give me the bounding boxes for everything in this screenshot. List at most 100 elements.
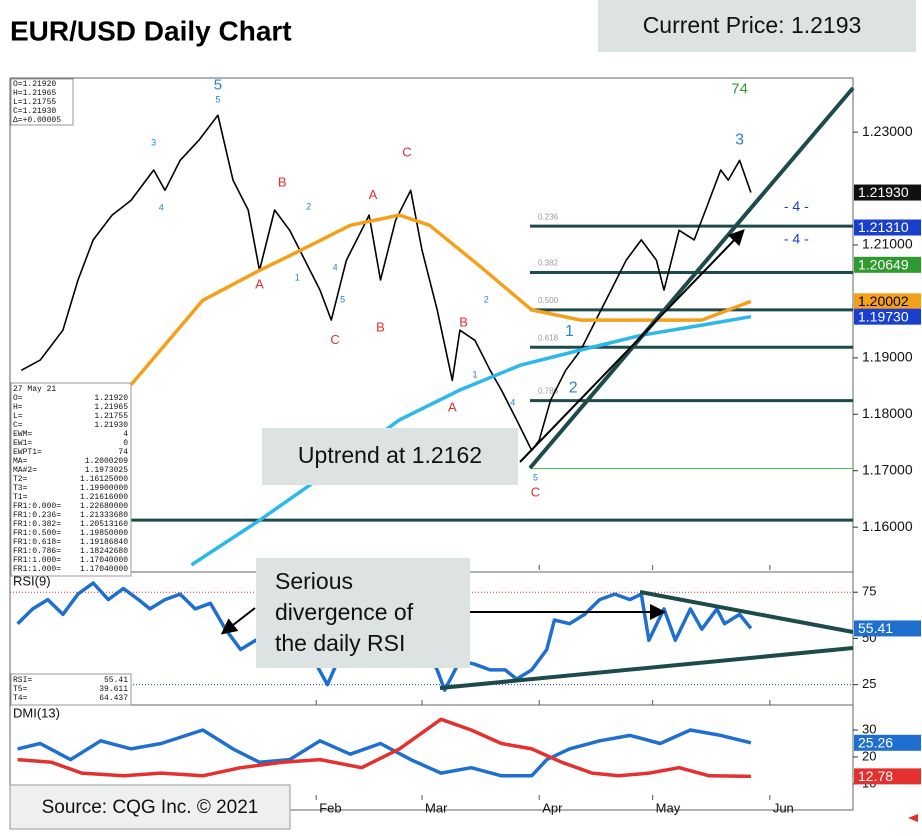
info-value: 74 <box>118 448 128 457</box>
wave-label: 2 <box>306 202 311 212</box>
wave-label: 1 <box>295 273 300 283</box>
wave-label: 4 <box>333 263 338 273</box>
rsi-trend-upper <box>639 590 854 634</box>
series-line <box>129 213 752 387</box>
wave-label: 3 <box>735 131 744 148</box>
y-tick-label: 1.18000 <box>862 405 913 421</box>
source-box <box>9 784 291 830</box>
wave-label: B <box>278 174 287 189</box>
x-tick-label: Jun <box>773 800 794 815</box>
info-value: 1.21965 <box>94 403 128 412</box>
info-value: 4 <box>123 430 128 439</box>
fib-label: 0.382 <box>538 259 559 268</box>
wave-label: 1 <box>472 370 477 380</box>
callout-box <box>262 428 518 485</box>
wave-label: 5 <box>215 94 220 104</box>
wave-label: A <box>448 400 457 415</box>
wave-label: 5 <box>533 472 538 482</box>
y-tick-label: 1.16000 <box>862 518 913 534</box>
series-line <box>17 717 751 779</box>
wave-label: 4 <box>159 203 164 213</box>
y-tick-label: 30 <box>862 721 876 736</box>
wave-label: C <box>330 332 339 347</box>
price-tag-label: 1.21930 <box>858 184 909 200</box>
price-tag <box>854 734 921 751</box>
y-tick-label: 1.23000 <box>862 123 913 139</box>
wave-label: B <box>376 319 385 334</box>
info-line: H=1.21965 <box>13 89 56 98</box>
wave-label: 2 <box>484 295 489 305</box>
info-key: FR1:0.236= <box>13 511 61 520</box>
arrow <box>519 229 745 463</box>
price-tag-label: 1.19730 <box>858 308 909 324</box>
wave-label: C <box>531 485 540 500</box>
current-price: Current Price: 1.2193 <box>643 12 862 38</box>
info-key: FR1:0.382= <box>13 520 61 529</box>
wave-label: C <box>402 144 411 159</box>
callout: divergence of <box>275 599 414 625</box>
info-key: FR1:0.618= <box>13 538 61 547</box>
wave-label: A <box>255 277 264 292</box>
info-panel <box>10 673 132 706</box>
info-key: O= <box>13 394 23 403</box>
callout: the daily RSI <box>275 630 405 656</box>
info-key: EWM= <box>13 430 32 439</box>
price-tag-label: 25.26 <box>858 734 893 750</box>
wave-label: 5 <box>214 76 222 93</box>
y-tick-label: 1.17000 <box>862 461 913 477</box>
info-key: FR1:1.000= <box>13 556 61 565</box>
info-key: L= <box>13 412 23 421</box>
info-line: L=1.21755 <box>13 98 56 107</box>
info-value: 1.19900000 <box>80 484 128 493</box>
info-value: 1.22680000 <box>80 502 128 511</box>
info-value: 1.19850000 <box>80 529 128 538</box>
callout: Serious <box>275 568 353 594</box>
info-value: 1.1973025 <box>85 466 128 475</box>
info-key: H= <box>13 403 23 412</box>
price-tag <box>854 768 921 785</box>
price-box <box>598 0 916 52</box>
fib-label: 0.500 <box>538 296 559 305</box>
price-tag-label: 55.41 <box>858 620 893 636</box>
fib-label: 0.786 <box>538 387 559 396</box>
price-tag <box>854 184 921 201</box>
info-value: 1.21333680 <box>80 511 128 520</box>
wave-label: 5 <box>340 295 345 305</box>
wave-label: 4 <box>510 397 515 407</box>
info-key: FR1:1.000= <box>13 565 61 574</box>
y-tick-label: 20 <box>862 748 876 763</box>
info-line: O=1.21920 <box>13 80 56 89</box>
price-tag <box>854 219 921 236</box>
info-value: 1.21616000 <box>80 493 128 502</box>
info-value: 1.21930 <box>94 421 128 430</box>
wave-label: B <box>459 314 468 329</box>
info-value: 1.18242680 <box>80 547 128 556</box>
info-key: RSI= <box>13 676 32 685</box>
wave-label: - 4 - <box>784 198 809 214</box>
callout-box <box>256 558 470 668</box>
panel-title: DMI(13) <box>13 705 60 720</box>
info-key: EW1= <box>13 439 32 448</box>
uptrend-line <box>528 86 855 470</box>
info-key: MA= <box>13 457 28 466</box>
info-value: 39.611 <box>99 685 128 694</box>
y-tick-label: 1.21000 <box>862 236 913 252</box>
series-line <box>190 314 752 567</box>
wave-label: 3 <box>151 137 156 147</box>
plot-layer: 1.16000 1.17000 1.18000 1.19000 1.21000 1.230… <box>10 76 921 815</box>
x-tick-label: Mar <box>425 800 448 815</box>
info-line: Δ=+0.00005 <box>13 116 61 125</box>
title: EUR/USD Daily Chart <box>10 15 292 46</box>
info-key: EWPT1= <box>13 448 42 457</box>
wave-label: A <box>369 187 378 202</box>
wave-label: 74 <box>731 80 748 97</box>
info-value: 1.17040000 <box>80 556 128 565</box>
wave-label: 2 <box>569 380 578 397</box>
panel-title: RSI(9) <box>13 573 51 588</box>
y-tick-label: 25 <box>862 676 876 691</box>
info-key: T1= <box>13 493 28 502</box>
info-value: 0 <box>123 439 128 448</box>
price-tag <box>854 256 921 273</box>
